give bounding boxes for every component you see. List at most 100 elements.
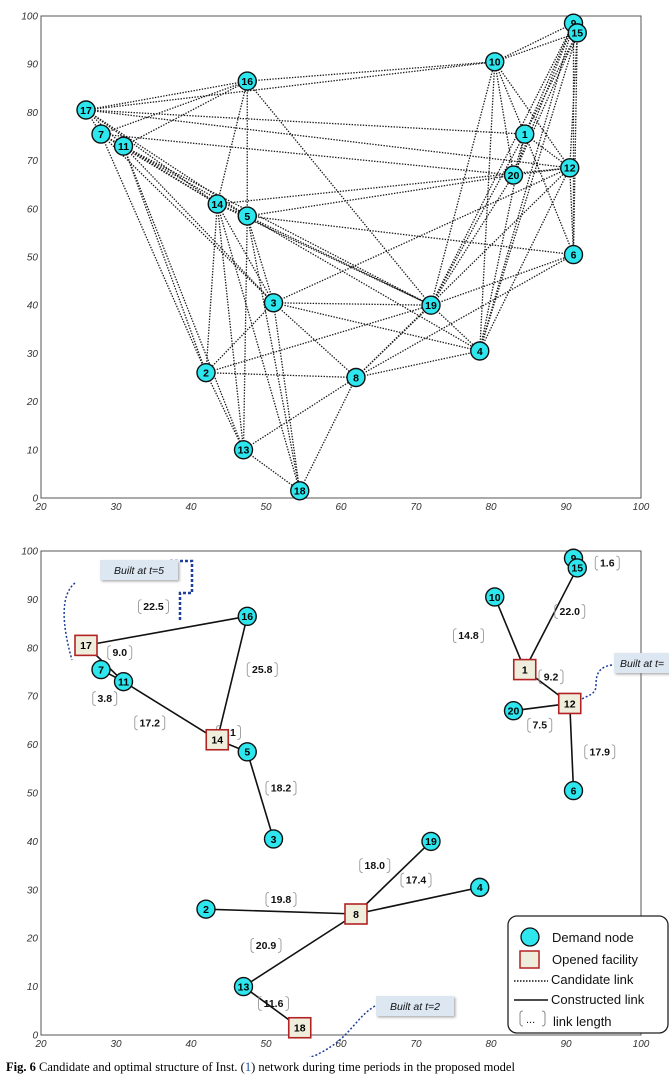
- legend-facility-icon: [519, 950, 540, 969]
- candidate-link: [122, 145, 207, 373]
- demand-node-marker: [233, 440, 254, 460]
- link-length-value: 9.0: [112, 647, 127, 659]
- y-tick-label: 70: [27, 692, 39, 703]
- constructed-link: [216, 616, 249, 740]
- candidate-link: [85, 80, 248, 111]
- link-length-bracket: [527, 717, 553, 733]
- y-tick-label: 20: [26, 934, 39, 945]
- candidate-link: [243, 449, 301, 492]
- candidate-link: [205, 372, 245, 451]
- candidate-link: [272, 302, 301, 491]
- constructed-links: [85, 557, 578, 1029]
- demand-node: 15: [567, 23, 587, 43]
- node-label: 5: [244, 747, 250, 759]
- candidate-link: [85, 109, 218, 205]
- constructed-link: [355, 840, 432, 915]
- node-label: 11: [118, 676, 129, 688]
- demand-nodes: 1234567891011121314151617181920: [76, 13, 587, 501]
- x-tick-label: 100: [633, 502, 650, 513]
- link-length-label: 3.8: [92, 691, 118, 707]
- link-length-value: 18.2: [271, 783, 292, 795]
- demand-node: 12: [560, 158, 580, 178]
- node-label: 12: [564, 698, 576, 710]
- x-tick-label: 30: [110, 1039, 122, 1050]
- link-length-bracket: [246, 662, 278, 678]
- candidate-link: [494, 22, 574, 63]
- candidate-link: [572, 32, 578, 255]
- demand-node-marker: [76, 100, 96, 120]
- callout-box: [376, 996, 454, 1016]
- callout-leader: [308, 1005, 376, 1057]
- link-length-bracket: [250, 938, 282, 953]
- node-label: 4: [477, 882, 483, 894]
- demand-node-marker: [485, 52, 505, 72]
- facility-marker: [74, 634, 98, 657]
- candidate-link: [479, 32, 578, 352]
- link-length-value: 17.2: [140, 717, 161, 729]
- callout-text: Built at t=5: [114, 565, 164, 577]
- constructed-link: [246, 751, 275, 840]
- x-tick-label: 60: [335, 1039, 347, 1050]
- y-tick-label: 90: [27, 595, 39, 606]
- candidate-link: [479, 23, 575, 352]
- y-tick-label: 40: [27, 301, 39, 312]
- caption-text-end: ) network during time periods in the pro…: [251, 1060, 515, 1074]
- demand-node: 19: [421, 831, 441, 852]
- node-label: 13: [238, 981, 250, 993]
- node-label: 6: [571, 249, 577, 261]
- node-label: 19: [425, 836, 437, 848]
- legend-label: link length: [553, 1014, 612, 1029]
- candidate-link: [512, 32, 578, 176]
- opened-facility: 8: [344, 903, 368, 925]
- link-length-bracket: [258, 996, 289, 1011]
- y-tick-label: 80: [27, 643, 39, 654]
- link-length-bracket: [594, 555, 620, 571]
- candidate-link: [430, 133, 526, 306]
- demand-node-marker: [237, 71, 257, 91]
- demand-node: 3: [263, 293, 284, 313]
- y-axis-ticks: 0 10 20 30 40 50 60 70 80 90 100: [21, 547, 38, 1042]
- x-tick-label: 60: [335, 502, 347, 513]
- candidate-link: [216, 203, 275, 304]
- candidate-link: [273, 302, 357, 378]
- x-tick-label: 80: [485, 502, 497, 513]
- link-length-bracket: [554, 604, 586, 619]
- legend-demand-node-icon: [520, 927, 540, 947]
- legend-label: Demand node: [552, 930, 634, 945]
- node-label: 1: [522, 129, 528, 141]
- node-label: 16: [241, 76, 253, 88]
- link-length-bracket: [92, 691, 118, 707]
- candidate-link: [524, 133, 575, 255]
- demand-node: 10: [485, 587, 505, 607]
- y-tick-label: 0: [32, 494, 38, 505]
- node-label: 3: [271, 834, 277, 846]
- candidate-link: [479, 133, 526, 352]
- y-tick-label: 10: [27, 982, 39, 993]
- node-label: 8: [353, 909, 359, 921]
- link-length-value: 14.8: [458, 630, 479, 642]
- constructed-link: [205, 908, 357, 915]
- legend-label: Constructed link: [551, 992, 645, 1007]
- demand-node-marker: [560, 158, 580, 178]
- node-label: 2: [203, 367, 209, 379]
- node-label: 3: [271, 298, 277, 310]
- node-label: 7: [98, 664, 104, 676]
- x-tick-label: 50: [260, 502, 272, 513]
- link-length-bracket: [584, 744, 616, 760]
- instance-reference-link[interactable]: 1: [244, 1060, 252, 1074]
- facility-marker: [344, 903, 368, 925]
- network-nodes: 2345679101113151619201812141718: [74, 548, 587, 1039]
- candidate-link: [355, 167, 571, 378]
- demand-node: 16: [237, 606, 257, 627]
- demand-node: 11: [113, 671, 134, 692]
- link-length-bracket: [138, 599, 169, 615]
- built-callout-t5: Built at t=5: [63, 559, 194, 661]
- callout-box: [614, 653, 669, 673]
- node-label: 10: [489, 592, 501, 604]
- node-label: 20: [508, 706, 520, 718]
- facility-marker: [287, 1016, 312, 1039]
- candidate-link: [216, 203, 301, 491]
- x-tick-label: 100: [633, 1039, 650, 1050]
- demand-node-marker: [563, 780, 584, 801]
- facility-marker: [205, 728, 230, 751]
